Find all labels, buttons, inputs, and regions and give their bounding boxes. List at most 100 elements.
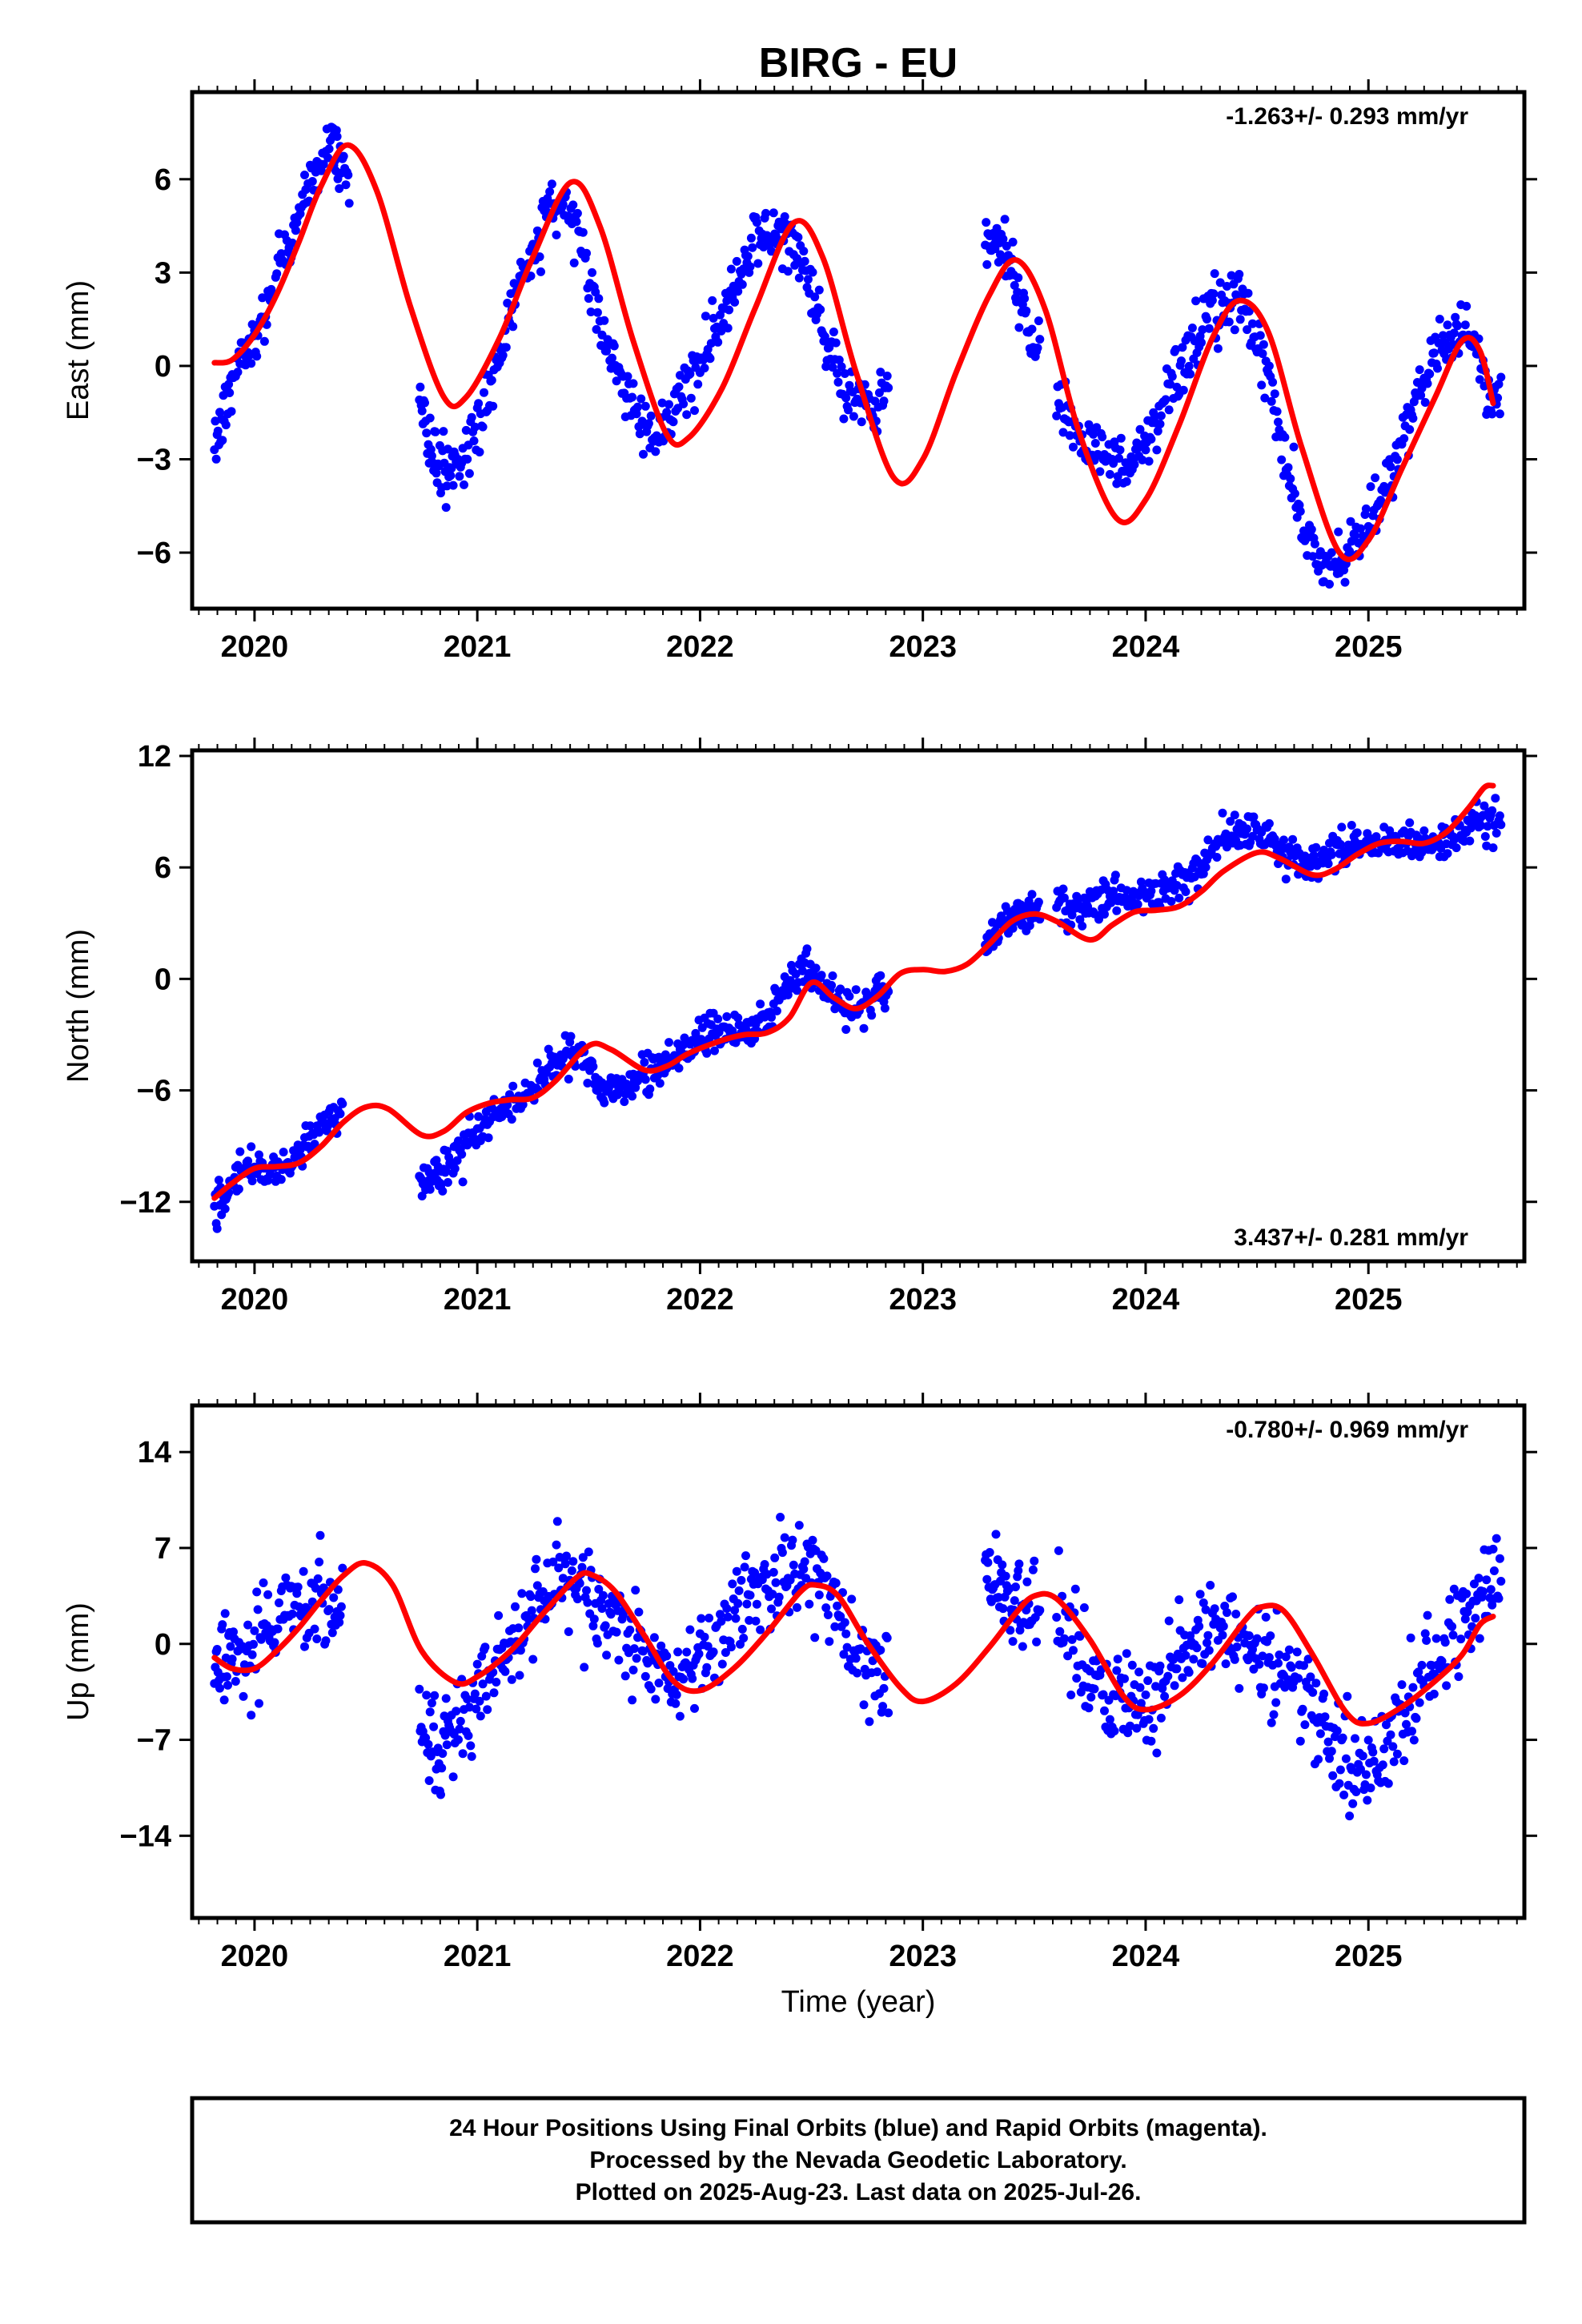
- data-point: [441, 1166, 451, 1176]
- data-point: [321, 1636, 331, 1646]
- data-point: [1059, 893, 1069, 903]
- data-point: [1440, 1638, 1450, 1647]
- data-point: [731, 1614, 741, 1623]
- data-point: [774, 1592, 784, 1602]
- data-point: [810, 292, 820, 302]
- data-point: [1288, 834, 1298, 844]
- data-point: [1295, 1736, 1305, 1746]
- data-point: [746, 233, 756, 243]
- data-point: [1280, 432, 1290, 442]
- x-tick-label: 2021: [444, 1940, 512, 1973]
- data-point: [1028, 1565, 1038, 1574]
- data-point: [726, 1642, 736, 1652]
- data-point: [592, 324, 601, 334]
- data-point: [452, 1156, 462, 1165]
- data-point: [1181, 1651, 1191, 1660]
- data-point: [1415, 1698, 1424, 1707]
- data-point: [814, 285, 824, 295]
- data-point: [247, 1142, 256, 1152]
- data-point: [589, 1614, 599, 1624]
- data-point: [1235, 1683, 1244, 1693]
- data-point: [700, 1632, 709, 1642]
- data-point: [1435, 315, 1444, 324]
- data-point: [768, 1590, 777, 1599]
- data-point: [640, 401, 650, 411]
- data-point: [1052, 411, 1062, 420]
- data-point: [572, 1594, 582, 1604]
- data-point: [1244, 307, 1254, 316]
- data-point: [769, 208, 778, 218]
- data-point: [253, 1605, 263, 1614]
- data-point: [831, 338, 841, 348]
- data-point: [1335, 839, 1345, 849]
- data-point: [1109, 459, 1118, 468]
- data-point: [767, 1604, 776, 1614]
- data-point: [769, 1567, 778, 1577]
- data-point: [597, 1604, 607, 1613]
- data-point: [1197, 338, 1206, 348]
- data-point: [634, 1607, 644, 1617]
- data-point: [1442, 1681, 1452, 1691]
- data-point: [594, 294, 604, 304]
- data-point: [214, 1176, 223, 1185]
- plot-area: [210, 782, 1506, 1233]
- data-point: [311, 1583, 320, 1593]
- data-point: [218, 436, 227, 445]
- data-point: [568, 200, 578, 210]
- data-point: [726, 264, 736, 274]
- data-point: [985, 1548, 994, 1557]
- data-point: [1243, 325, 1252, 335]
- data-point: [527, 1606, 536, 1615]
- data-point: [1489, 1566, 1499, 1575]
- data-point: [1277, 455, 1287, 464]
- data-point: [839, 1650, 849, 1659]
- data-point: [1123, 1728, 1133, 1738]
- data-point: [1058, 884, 1068, 894]
- data-point: [625, 1625, 635, 1634]
- data-point: [1231, 1610, 1241, 1618]
- data-point: [847, 1594, 857, 1604]
- y-axis-label: East (mm): [62, 280, 95, 420]
- data-point: [1226, 817, 1235, 826]
- data-point: [455, 472, 464, 481]
- data-point: [1195, 1590, 1205, 1599]
- data-point: [1378, 1760, 1387, 1770]
- data-point: [1325, 1754, 1334, 1763]
- data-point: [1462, 1589, 1472, 1598]
- data-point: [582, 248, 591, 258]
- data-point: [211, 454, 221, 464]
- data-point: [834, 356, 844, 364]
- data-point: [1146, 887, 1156, 896]
- data-point: [336, 1602, 346, 1611]
- data-point: [1284, 1645, 1294, 1655]
- data-point: [857, 417, 866, 427]
- y-tick-label: 0: [155, 963, 171, 996]
- data-point: [429, 1722, 439, 1731]
- data-point: [1181, 887, 1191, 896]
- data-point: [1187, 324, 1197, 332]
- data-point: [526, 1592, 536, 1602]
- data-point: [1351, 531, 1359, 541]
- data-point: [1258, 1651, 1267, 1661]
- data-point: [442, 1740, 452, 1750]
- data-point: [514, 1623, 524, 1633]
- data-point: [425, 1184, 435, 1194]
- data-point: [1227, 271, 1236, 280]
- data-point: [572, 208, 582, 218]
- data-point: [1184, 361, 1194, 371]
- data-point: [1167, 372, 1177, 381]
- data-point: [1249, 812, 1259, 822]
- data-point: [1098, 432, 1107, 442]
- data-point: [474, 1112, 484, 1121]
- data-point: [1386, 462, 1395, 472]
- data-point: [1406, 1633, 1415, 1642]
- data-point: [215, 1683, 224, 1693]
- data-point: [497, 1112, 507, 1121]
- data-point: [1311, 1679, 1321, 1688]
- data-point: [656, 1641, 666, 1651]
- data-point: [458, 1749, 468, 1759]
- data-point: [588, 1621, 598, 1630]
- data-point: [742, 1599, 752, 1609]
- data-point: [853, 1668, 862, 1678]
- data-point: [1215, 278, 1225, 287]
